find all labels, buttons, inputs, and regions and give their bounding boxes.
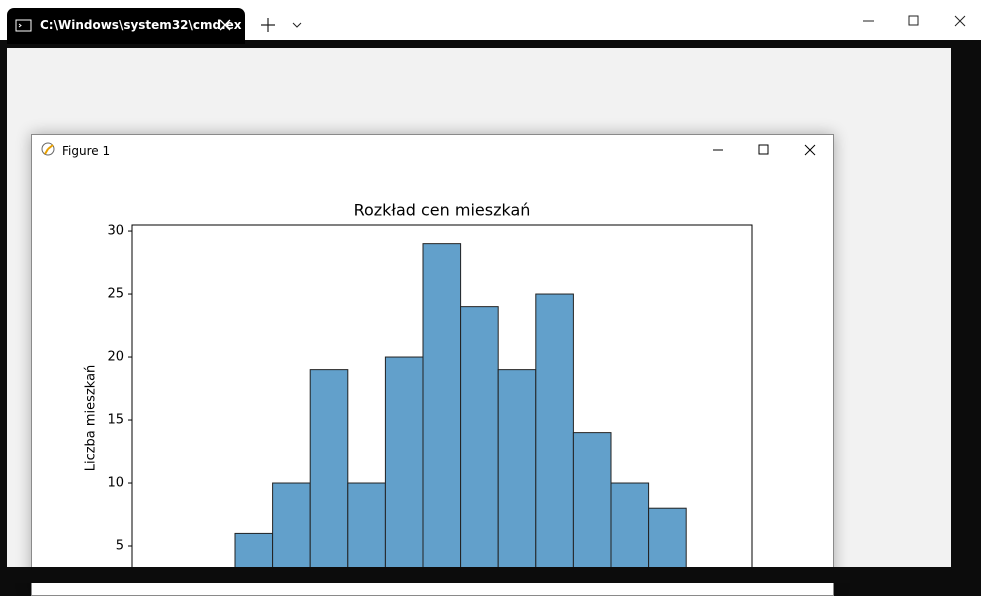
chart: Rozkład cen mieszkań Liczba mieszkań 5 10… — [84, 201, 753, 567]
figure-icon — [41, 142, 55, 156]
y-tick-label: 20 — [107, 350, 124, 365]
tab-title: C:\Windows\system32\cmd.ex — [40, 18, 242, 32]
bottom-edge — [0, 567, 981, 583]
y-tick-label: 10 — [107, 476, 124, 491]
bar — [648, 507, 687, 567]
y-tick-label: 30 — [107, 224, 124, 239]
bar — [610, 482, 650, 567]
bar — [384, 356, 424, 567]
cmd-icon — [15, 19, 32, 32]
y-tick-label: 15 — [107, 413, 124, 428]
y-axis-label: Liczba mieszkań — [84, 365, 99, 472]
terminal-tab[interactable]: C:\Windows\system32\cmd.ex — [7, 8, 245, 44]
figure-maximize[interactable] — [758, 144, 769, 155]
title-bar: C:\Windows\system32\cmd.ex — [0, 0, 981, 44]
bar — [535, 293, 574, 567]
y-tick-label: 5 — [116, 539, 124, 554]
bar — [422, 243, 462, 567]
bar — [234, 532, 274, 567]
tab-close[interactable] — [218, 18, 232, 32]
bar — [497, 369, 537, 567]
figure-controls — [713, 144, 816, 156]
bar — [309, 369, 349, 567]
bar — [272, 482, 311, 567]
chart-title: Rozkład cen mieszkań — [354, 201, 531, 220]
bar — [460, 306, 499, 567]
bar — [572, 432, 612, 567]
figure-close[interactable] — [804, 144, 816, 156]
y-tick-label: 25 — [107, 287, 124, 302]
bar — [347, 482, 386, 567]
figure-title: Figure 1 — [62, 144, 111, 158]
axes-frame — [131, 224, 753, 567]
